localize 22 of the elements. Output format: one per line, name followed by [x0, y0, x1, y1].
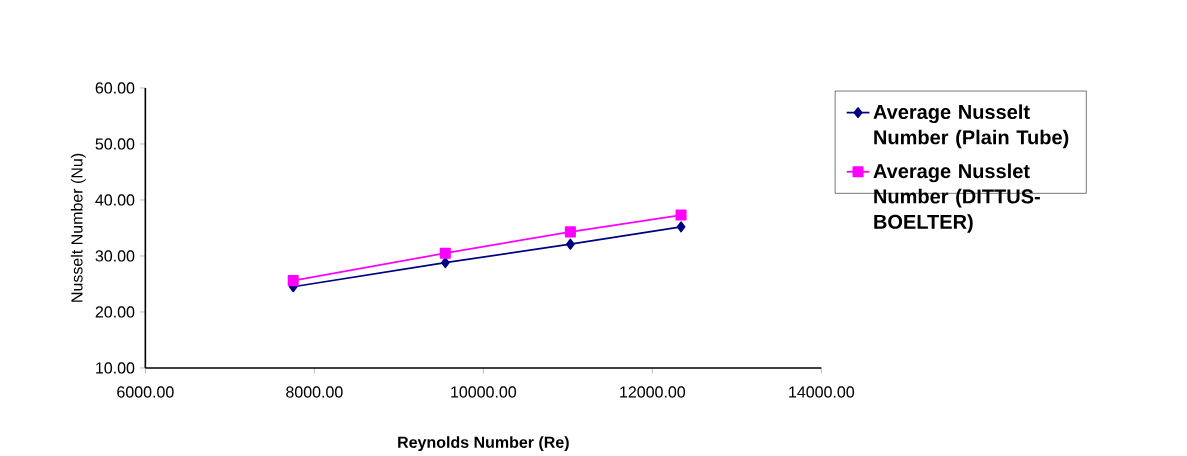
point — [564, 226, 576, 238]
y-axis-title: Nusselt Number (Nu) — [70, 154, 86, 303]
y-tick-label: 60.00 — [95, 82, 135, 94]
x-tick-label: 10000.00 — [451, 386, 517, 398]
x-axis-title: Reynolds Number (Re) — [398, 436, 569, 452]
legend-label: Average Nusslet Number (DITTUS-BOELTER) — [873, 163, 1040, 234]
y-tick-label: 30.00 — [95, 250, 135, 262]
point — [440, 257, 450, 269]
point — [676, 221, 686, 233]
legend-label: Average Nusselt Number (Plain Tube) — [873, 104, 1069, 149]
y-tick-label: 40.00 — [95, 194, 135, 206]
point — [566, 238, 575, 250]
y-tick-label: 50.00 — [95, 138, 135, 150]
x-tick-label: 12000.00 — [620, 386, 686, 398]
x-tick-label: 14000.00 — [789, 386, 855, 398]
x-tick-label: 6000.00 — [117, 386, 174, 398]
point — [287, 275, 299, 287]
x-tick-label: 8000.00 — [286, 386, 343, 398]
point — [439, 247, 451, 259]
point — [675, 209, 687, 221]
y-tick-label: 10.00 — [96, 362, 135, 374]
y-tick-label: 20.00 — [95, 306, 135, 318]
